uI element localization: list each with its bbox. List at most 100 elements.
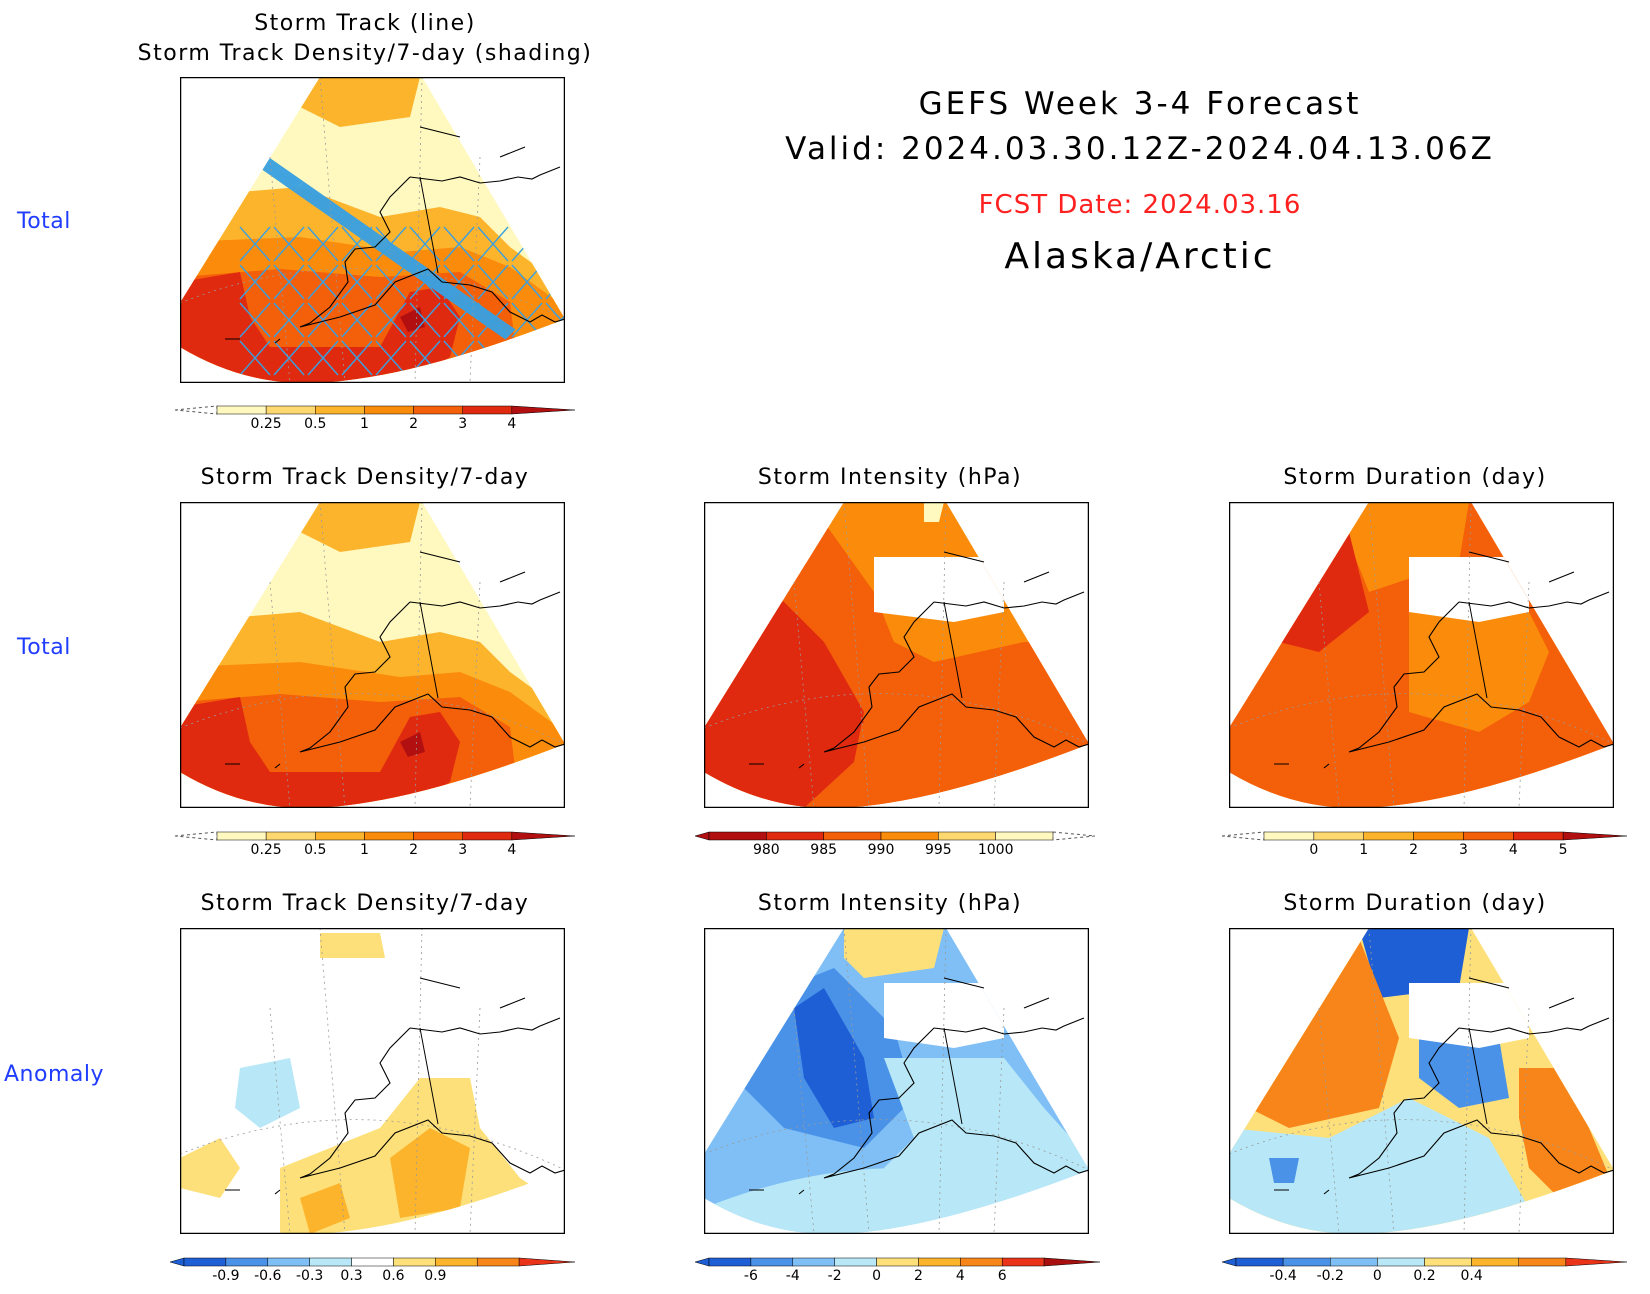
coastline bbox=[1274, 977, 1614, 1195]
contour-region bbox=[1409, 612, 1549, 732]
colorbar-tick-label: -0.3 bbox=[296, 1268, 323, 1284]
colorbar-swatch bbox=[708, 831, 767, 841]
graticule bbox=[1229, 502, 1614, 808]
contour-region bbox=[884, 1058, 1089, 1198]
colorbar-tick-label: 3 bbox=[458, 416, 467, 432]
colorbar-tick-label: 1000 bbox=[978, 842, 1014, 858]
intensity-total-title: Storm Intensity (hPa) bbox=[757, 465, 1023, 490]
colorbar-under-arrow bbox=[1221, 1257, 1237, 1267]
colorbar-tick-label: 980 bbox=[753, 842, 780, 858]
map-intensity-anomaly bbox=[704, 928, 1089, 1234]
colorbar-swatch bbox=[766, 831, 824, 841]
colorbar-swatch bbox=[462, 831, 513, 841]
forecast-date: FCST Date: 2024.03.16 bbox=[978, 190, 1302, 220]
colorbar-duration-anomaly: -0.4 -0.2 0 0.2 0.4 bbox=[1221, 1256, 1628, 1284]
contour-region bbox=[400, 732, 425, 757]
colorbar-over-arrow bbox=[1565, 1257, 1628, 1267]
colorbar-swatch bbox=[216, 831, 267, 841]
map-frame bbox=[1229, 928, 1614, 1234]
colorbar-tick-label: 0.3 bbox=[340, 1268, 362, 1284]
canada-border bbox=[419, 176, 439, 274]
colorbar-under-extension bbox=[174, 405, 218, 415]
colorbar-swatch bbox=[435, 1257, 478, 1267]
graticule bbox=[704, 928, 1089, 1234]
colorbar-swatch bbox=[938, 831, 996, 841]
colorbar-tick-label: -6 bbox=[744, 1268, 758, 1284]
row-label-total-1: Total bbox=[17, 209, 71, 234]
contour-region bbox=[180, 272, 460, 383]
colorbar-swatch bbox=[267, 1257, 310, 1267]
colorbar-tick-label: 995 bbox=[925, 842, 952, 858]
graticule bbox=[1229, 928, 1614, 1234]
map-svg bbox=[704, 502, 1089, 808]
colorbar-tick-label: 0 bbox=[1373, 1268, 1382, 1284]
colorbar-intensity: 980 985 990 995 1000 bbox=[694, 830, 1096, 864]
colorbar-under-extension bbox=[1221, 831, 1265, 841]
colorbar-swatch bbox=[1424, 1257, 1472, 1267]
canada-border bbox=[1468, 601, 1488, 699]
colorbar-swatch bbox=[834, 1257, 877, 1267]
contour-region bbox=[1229, 1098, 1529, 1234]
colorbar-tick-label: 4 bbox=[956, 1268, 965, 1284]
colorbar-swatch bbox=[364, 405, 414, 415]
colorbar-swatch bbox=[351, 1257, 394, 1267]
colorbar-under-arrow bbox=[169, 1257, 185, 1267]
map-frame bbox=[704, 928, 1089, 1234]
colorbar-tick-label: 0.4 bbox=[1460, 1268, 1482, 1284]
graticule bbox=[180, 928, 565, 1234]
colorbar-tick-label: 0.2 bbox=[1413, 1268, 1435, 1284]
contour-region bbox=[235, 1058, 300, 1128]
colorbar-over-arrow bbox=[511, 405, 576, 415]
colorbar-swatch bbox=[918, 1257, 961, 1267]
colorbar-swatch bbox=[1413, 831, 1464, 841]
colorbar-swatch bbox=[462, 405, 513, 415]
density-anom-title: Storm Track Density/7-day bbox=[200, 891, 530, 916]
colorbar-swatch bbox=[393, 1257, 436, 1267]
colorbar-tick-label: 4 bbox=[507, 842, 516, 858]
colorbar-swatch bbox=[183, 1257, 227, 1267]
contour-region bbox=[884, 983, 1004, 1048]
graticule bbox=[180, 77, 565, 383]
colorbar-over-arrow bbox=[1043, 1257, 1101, 1267]
map-density-anomaly bbox=[180, 928, 565, 1234]
colorbar-swatch bbox=[309, 1257, 352, 1267]
intensity-anom-title: Storm Intensity (hPa) bbox=[757, 891, 1023, 916]
colorbar-swatch bbox=[364, 831, 414, 841]
map-intensity-total bbox=[704, 502, 1089, 808]
row-label-anomaly: Anomaly bbox=[4, 1062, 104, 1087]
colorbar-density: 0.25 0.5 1 2 3 4 bbox=[174, 830, 576, 864]
map-svg bbox=[180, 928, 565, 1234]
colorbar-swatch bbox=[960, 1257, 1003, 1267]
contour-region bbox=[300, 1183, 350, 1234]
colorbar-under-arrow bbox=[694, 831, 710, 841]
colorbar-over-extension bbox=[1052, 831, 1096, 841]
colorbar-tick-label: -0.6 bbox=[254, 1268, 281, 1284]
colorbar-tick-label: 985 bbox=[810, 842, 837, 858]
map-frame bbox=[180, 77, 565, 383]
colorbar-tick-label: -0.9 bbox=[212, 1268, 239, 1284]
colorbar-swatch bbox=[823, 831, 882, 841]
colorbar-tick-label: 2 bbox=[409, 416, 418, 432]
colorbar-swatch bbox=[1363, 831, 1414, 841]
colorbar-swatch bbox=[1001, 1257, 1045, 1267]
coastline bbox=[225, 551, 565, 769]
contour-region bbox=[180, 1138, 240, 1198]
colorbar-under-extension bbox=[174, 831, 218, 841]
contour-region bbox=[300, 502, 420, 552]
map-frame bbox=[180, 502, 565, 808]
contour-region bbox=[1409, 983, 1529, 1048]
contour-region bbox=[874, 557, 1004, 622]
contour-region bbox=[924, 502, 944, 522]
forecast-title: GEFS Week 3-4 Forecast bbox=[918, 86, 1362, 122]
colorbar-swatch bbox=[476, 1257, 520, 1267]
colorbar-tick-label: 0.5 bbox=[304, 842, 326, 858]
colorbar-swatch bbox=[225, 1257, 269, 1267]
top-panel-title-line2: Storm Track Density/7-day (shading) bbox=[137, 41, 593, 66]
colorbar-swatch bbox=[995, 831, 1054, 841]
colorbar-swatch bbox=[1235, 1257, 1284, 1267]
colorbar-tick-label: 990 bbox=[868, 842, 895, 858]
colorbar-tick-label: 0.9 bbox=[424, 1268, 446, 1284]
colorbar-tick-label: 4 bbox=[507, 416, 516, 432]
coastline bbox=[749, 977, 1089, 1195]
map-duration-total bbox=[1229, 502, 1614, 808]
